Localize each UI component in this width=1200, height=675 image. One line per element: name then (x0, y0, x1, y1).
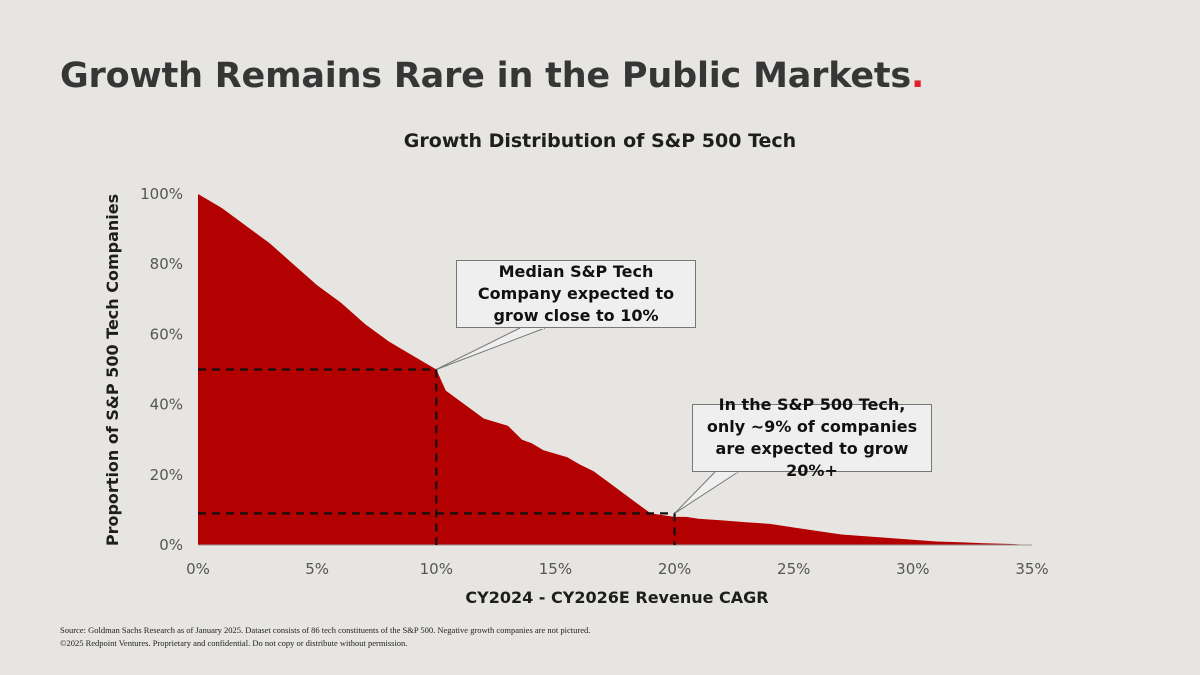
plot-layer: 0% 20% 40% 60% 80% 100% 0% 5% 10% 15% 20% 25% 30% 35% (140, 185, 1049, 578)
y-tick-label: 100% (140, 185, 183, 203)
y-tick-label: 80% (150, 255, 183, 273)
x-axis-label: CY2024 - CY2026E Revenue CAGR (465, 588, 768, 607)
x-tick-label: 25% (777, 560, 810, 578)
slide-title-text: Growth Remains Rare in the Public Market… (60, 56, 912, 96)
twenty-percent-callout: In the S&P 500 Tech, only ~9% of compani… (692, 395, 932, 480)
median-callout-pointer (436, 327, 546, 370)
chart-title: Growth Distribution of S&P 500 Tech (403, 130, 797, 152)
y-tick-label: 60% (150, 325, 183, 343)
x-tick-label: 0% (186, 560, 210, 578)
area-series-0 (198, 194, 1032, 545)
x-tick-label: 35% (1015, 560, 1048, 578)
footer: Source: Goldman Sachs Research as of Jan… (60, 624, 590, 650)
median-callout: Median S&P Tech Company expected to grow… (456, 260, 696, 328)
y-tick-label: 40% (150, 396, 183, 414)
footer-source: Source: Goldman Sachs Research as of Jan… (60, 625, 591, 635)
slide-title: Growth Remains Rare in the Public Market… (60, 56, 924, 96)
x-tick-label: 5% (305, 560, 329, 578)
y-tick-label: 0% (159, 536, 183, 554)
x-tick-label: 30% (896, 560, 929, 578)
footer-copyright: ©2025 Redpoint Ventures. Proprietary and… (60, 638, 408, 648)
x-tick-label: 10% (420, 560, 453, 578)
title-accent-dot: . (911, 56, 925, 96)
twenty-callout-pointer (674, 471, 739, 514)
x-tick-label: 15% (539, 560, 572, 578)
x-tick-label: 20% (658, 560, 691, 578)
y-axis-label: Proportion of S&P 500 Tech Companies (103, 194, 122, 546)
y-tick-label: 20% (150, 466, 183, 484)
